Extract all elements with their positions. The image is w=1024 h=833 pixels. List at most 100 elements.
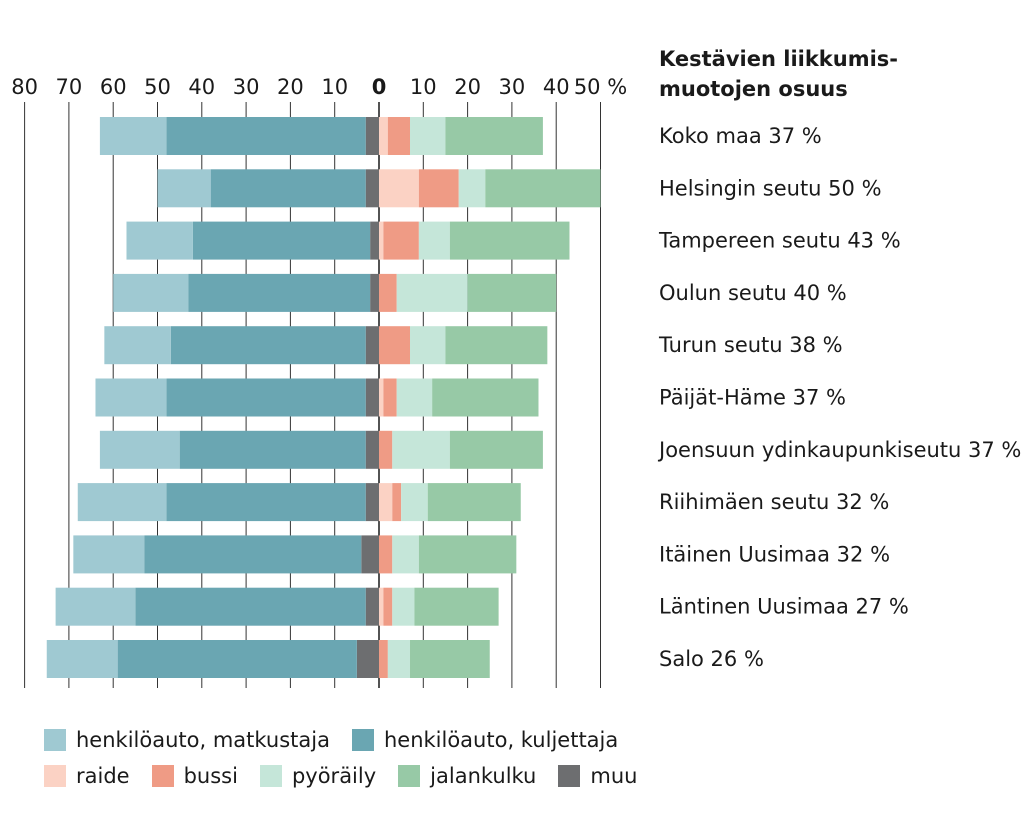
bar-jalankulku <box>467 273 557 312</box>
bar-henkiloauto-matkustaja <box>95 378 167 417</box>
legend-item-bussi: bussi <box>151 764 238 788</box>
bar-henkiloauto-matkustaja <box>46 640 118 678</box>
legend-label: henkilöauto, matkustaja <box>76 728 330 752</box>
legend-item-henkiloauto-matkustaja: henkilöauto, matkustaja <box>44 728 330 752</box>
bar-bussi <box>383 587 393 626</box>
x-axis-ticks: 80 70 60 50 40 30 20 10 0 10 20 30 40 50 % <box>11 75 627 99</box>
bar-muu <box>365 169 379 208</box>
bar-henkiloauto-kuljettaja <box>192 221 371 260</box>
bar-henkiloauto-matkustaja <box>73 535 145 574</box>
bar-henkiloauto-kuljettaja <box>179 430 366 469</box>
bar-henkiloauto-kuljettaja <box>166 483 366 522</box>
bar-jalankulku <box>410 640 490 678</box>
bar-jalankulku <box>485 169 601 208</box>
x-tick-label: 30 <box>233 75 260 99</box>
bar-pyoraily <box>392 587 415 626</box>
bar-henkiloauto-kuljettaja <box>135 587 366 626</box>
bar-bussi <box>379 326 411 365</box>
header-line-1: Kestävien liikkumis- <box>659 47 899 71</box>
bar-bussi <box>383 378 397 417</box>
chart-header: Kestävien liikkumis- muotojen osuus <box>659 44 959 104</box>
bar-henkiloauto-kuljettaja <box>188 273 371 312</box>
bar-raide <box>379 378 384 417</box>
legend-item-raide: raide <box>44 764 130 788</box>
bar-bussi <box>379 535 393 574</box>
legend-row-1: henkilöauto, matkustaja henkilöauto, kul… <box>44 722 684 758</box>
bar-raide <box>379 169 419 208</box>
x-tick-label: 20 <box>454 75 481 99</box>
legend-label: jalankulku <box>430 764 537 788</box>
legend-swatch <box>151 765 174 787</box>
bar-henkiloauto-kuljettaja <box>117 640 357 678</box>
legend-label: muu <box>590 764 638 788</box>
row-label: Riihimäen seutu 32 % <box>659 490 889 514</box>
bar-muu <box>370 221 379 260</box>
x-tick-label: 50 % <box>574 75 627 99</box>
legend-swatch <box>351 729 374 751</box>
row-label: Turun seutu 38 % <box>658 333 843 357</box>
bar-muu <box>365 326 379 365</box>
row-labels: Koko maa 37 % Helsingin seutu 50 % Tampere… <box>657 124 1021 671</box>
bar-muu <box>365 117 379 155</box>
bar-muu <box>365 430 379 469</box>
legend-label: pyöräily <box>291 764 377 788</box>
bar-pyoraily <box>396 273 468 312</box>
legend-item-muu: muu <box>558 764 637 788</box>
bar-jalankulku <box>449 221 570 260</box>
bar-jalankulku <box>427 483 521 522</box>
bar-pyoraily <box>401 483 428 522</box>
bar-henkiloauto-matkustaja <box>157 169 211 208</box>
legend-item-henkiloauto-kuljettaja: henkilöauto, kuljettaja <box>351 728 619 752</box>
legend: henkilöauto, matkustaja henkilöauto, kul… <box>44 722 684 794</box>
bar-muu <box>365 587 379 626</box>
bar-raide <box>379 483 393 522</box>
bar-raide <box>379 117 388 155</box>
bar-pyoraily <box>458 169 486 208</box>
legend-swatch <box>558 765 581 787</box>
bar-henkiloauto-kuljettaja <box>144 535 362 574</box>
bar-jalankulku <box>449 430 543 469</box>
bar-bussi <box>379 273 397 312</box>
bar-pyoraily <box>392 535 419 574</box>
bar-pyoraily <box>410 326 446 365</box>
bar-bussi <box>379 640 388 678</box>
x-tick-label: 50 <box>144 75 171 99</box>
x-tick-label: 40 <box>543 75 570 99</box>
x-tick-label: 30 <box>499 75 526 99</box>
bar-henkiloauto-matkustaja <box>113 273 189 312</box>
bar-pyoraily <box>396 378 433 417</box>
bar-jalankulku <box>414 587 499 626</box>
header-line-2: muotojen osuus <box>659 77 848 101</box>
row-label: Tampereen seutu 43 % <box>658 229 901 253</box>
row-label: Salo 26 % <box>659 647 764 671</box>
bar-pyoraily <box>387 640 411 678</box>
legend-label: bussi <box>183 764 238 788</box>
bar-pyoraily <box>410 117 446 155</box>
legend-label: henkilöauto, kuljettaja <box>383 728 619 752</box>
legend-swatch <box>44 765 66 787</box>
bar-muu <box>370 273 379 312</box>
bar-henkiloauto-matkustaja <box>55 587 136 626</box>
row-label: Oulun seutu 40 % <box>659 281 847 305</box>
bar-muu <box>365 483 379 522</box>
bar-raide <box>379 587 384 626</box>
row-label: Läntinen Uusimaa 27 % <box>659 595 909 619</box>
bar-raide <box>379 221 384 260</box>
x-tick-label: 70 <box>56 75 83 99</box>
x-tick-label: 40 <box>188 75 215 99</box>
bar-henkiloauto-matkustaja <box>99 117 167 155</box>
bar-muu <box>365 378 379 417</box>
bar-jalankulku <box>432 378 539 417</box>
legend-swatch <box>398 765 421 787</box>
legend-swatch <box>259 765 282 787</box>
bars <box>46 117 601 678</box>
row-label: Itäinen Uusimaa 32 % <box>659 542 890 566</box>
x-tick-label: 60 <box>100 75 127 99</box>
bar-jalankulku <box>445 117 543 155</box>
bar-henkiloauto-kuljettaja <box>210 169 366 208</box>
legend-item-pyoraily: pyöräily <box>259 764 377 788</box>
bar-muu <box>356 640 379 678</box>
row-label: Helsingin seutu 50 % <box>659 176 882 200</box>
legend-label: raide <box>76 764 130 788</box>
